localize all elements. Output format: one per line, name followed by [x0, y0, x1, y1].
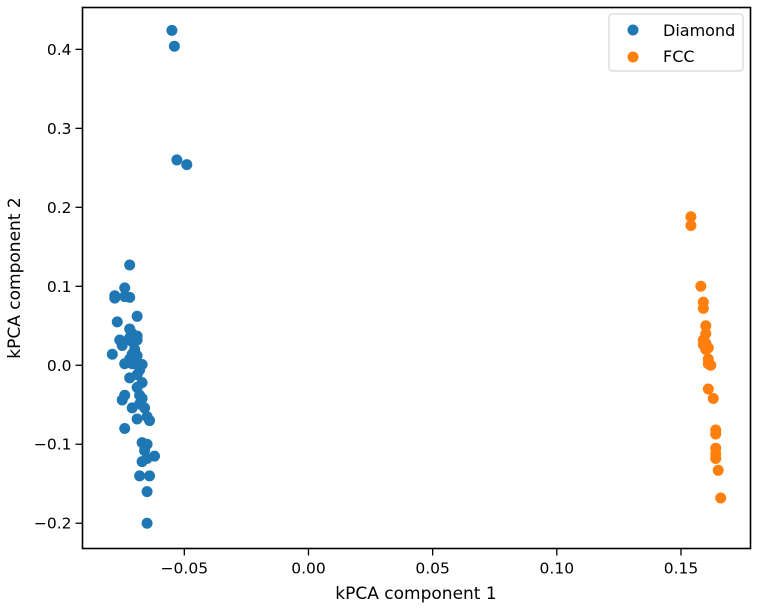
- data-point-diamond: [139, 402, 151, 414]
- data-point-diamond: [131, 369, 143, 381]
- data-point-diamond: [116, 340, 128, 352]
- x-axis-label: kPCA component 1: [335, 584, 496, 604]
- data-point-diamond: [119, 291, 131, 303]
- legend-label-diamond: Diamond: [663, 21, 735, 40]
- legend-marker-diamond: [627, 24, 639, 36]
- data-point-diamond: [124, 259, 136, 271]
- data-point-diamond: [141, 486, 153, 498]
- plot-frame: [81, 6, 752, 550]
- data-point-diamond: [168, 40, 180, 52]
- data-point-diamond: [136, 456, 148, 468]
- x-tick-label: 0.00: [291, 560, 326, 578]
- data-point-fcc: [700, 320, 712, 332]
- data-point-diamond: [116, 394, 128, 406]
- y-tick-label: −0.1: [34, 436, 72, 454]
- data-point-fcc: [710, 452, 722, 464]
- data-point-diamond: [171, 154, 183, 166]
- data-point-fcc: [685, 211, 697, 223]
- data-point-diamond: [134, 470, 146, 482]
- x-tick-label: 0.10: [540, 560, 575, 578]
- y-tick-label: −0.2: [34, 515, 72, 533]
- x-axis-ticks: −0.05 0.00 0.05 0.10 0.15: [161, 548, 699, 578]
- data-point-diamond: [131, 310, 143, 322]
- legend-label-fcc: FCC: [663, 47, 695, 66]
- x-tick-label: 0.05: [415, 560, 450, 578]
- data-point-fcc: [712, 464, 724, 476]
- x-tick-label: 0.15: [664, 560, 699, 578]
- data-point-fcc: [715, 492, 727, 504]
- data-point-diamond: [144, 470, 156, 482]
- data-point-diamond: [119, 282, 131, 294]
- data-point-fcc: [695, 280, 707, 292]
- data-point-diamond: [144, 415, 156, 427]
- y-tick-label: 0.3: [47, 120, 72, 138]
- y-axis-ticks: −0.2 −0.1 0.0 0.1 0.2 0.3 0.4: [34, 41, 83, 533]
- data-point-diamond: [181, 159, 193, 171]
- data-point-diamond: [126, 358, 138, 370]
- legend-marker-fcc: [627, 51, 639, 63]
- data-point-fcc: [700, 343, 712, 355]
- data-point-diamond: [131, 413, 143, 425]
- data-point-fcc: [710, 428, 722, 440]
- data-point-diamond: [166, 24, 178, 36]
- data-points: [106, 24, 727, 529]
- y-tick-label: 0.1: [47, 278, 72, 296]
- data-point-fcc: [705, 359, 717, 371]
- y-tick-label: 0.0: [47, 357, 72, 375]
- data-point-fcc: [685, 219, 697, 231]
- y-tick-label: 0.4: [47, 41, 72, 59]
- y-axis-label: kPCA component 2: [5, 197, 25, 358]
- data-point-diamond: [106, 348, 118, 360]
- data-point-diamond: [119, 422, 131, 434]
- data-point-diamond: [111, 316, 123, 328]
- data-point-diamond: [109, 292, 121, 304]
- x-tick-label: −0.05: [161, 560, 209, 578]
- legend: Diamond FCC: [608, 13, 744, 72]
- data-point-fcc: [702, 383, 714, 395]
- y-tick-label: 0.2: [47, 199, 72, 217]
- data-point-fcc: [707, 392, 719, 404]
- data-point-diamond: [141, 517, 153, 529]
- legend-box: [608, 13, 744, 72]
- data-point-fcc: [697, 302, 709, 314]
